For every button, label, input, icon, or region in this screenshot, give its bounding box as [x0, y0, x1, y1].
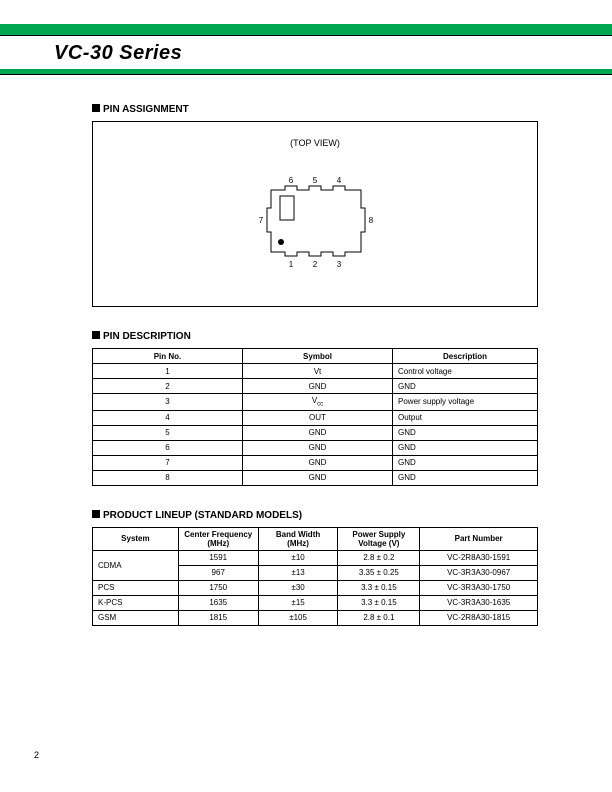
pin-description-table: Pin No. Symbol Description 1VtControl vo…	[92, 348, 538, 486]
th-center-freq: Center Frequency(MHz)	[178, 527, 258, 550]
table-row: 6GNDGND	[93, 440, 538, 455]
vcc-cell: Vcc	[243, 394, 393, 411]
pin-label-8: 8	[369, 216, 374, 225]
pin-label-3: 3	[337, 260, 342, 269]
table-row: GSM 1815 ±105 2.8 ± 0.1 VC-2R8A30-1815	[93, 610, 538, 625]
pin-label-5: 5	[313, 176, 318, 185]
section-product-lineup: PRODUCT LINEUP (STANDARD MODELS)	[92, 510, 538, 521]
table-row: PCS 1750 ±30 3.3 ± 0.15 VC-3R3A30-1750	[93, 580, 538, 595]
pin-label-2: 2	[313, 260, 318, 269]
header-rule-bottom	[0, 74, 612, 75]
table-row: 5GNDGND	[93, 425, 538, 440]
product-lineup-table: System Center Frequency(MHz) Band Width(…	[92, 527, 538, 626]
section-pin-description: PIN DESCRIPTION	[92, 331, 538, 342]
table-row: 8GNDGND	[93, 470, 538, 485]
pin-label-1: 1	[289, 260, 294, 269]
section-pin-assignment: PIN ASSIGNMENT	[92, 104, 538, 115]
pin-assignment-diagram: (TOP VIEW) 6 5 4 1 2 3 7 8	[92, 121, 538, 307]
table-row: K-PCS 1635 ±15 3.3 ± 0.15 VC-3R3A30-1635	[93, 595, 538, 610]
bullet-icon	[92, 331, 100, 339]
th-band-width: Band Width(MHz)	[258, 527, 338, 550]
table-row: 4OUTOutput	[93, 410, 538, 425]
th-symbol: Symbol	[243, 349, 393, 364]
table-row: 2GNDGND	[93, 379, 538, 394]
pin-label-4: 4	[337, 176, 342, 185]
table-row: 7GNDGND	[93, 455, 538, 470]
table-row: 3VccPower supply voltage	[93, 394, 538, 411]
table-row: 1VtControl voltage	[93, 364, 538, 379]
th-part-number: Part Number	[420, 527, 538, 550]
bullet-icon	[92, 510, 100, 518]
content-area: PIN ASSIGNMENT (TOP VIEW) 6 5 4 1 2 3 7 …	[92, 104, 538, 626]
th-system: System	[93, 527, 179, 550]
top-view-label: (TOP VIEW)	[93, 138, 537, 148]
header-band-top	[0, 24, 612, 35]
pin-label-7: 7	[259, 216, 264, 225]
header-rule	[0, 35, 612, 36]
section-label: PIN ASSIGNMENT	[103, 104, 189, 115]
chip-svg: 6 5 4 1 2 3 7 8	[251, 174, 381, 284]
bullet-icon	[92, 104, 100, 112]
section-label: PIN DESCRIPTION	[103, 331, 191, 342]
page-number: 2	[34, 750, 39, 760]
table-row: CDMA 1591 ±10 2.8 ± 0.2 VC-2R8A30-1591	[93, 550, 538, 565]
section-label: PRODUCT LINEUP (STANDARD MODELS)	[103, 510, 302, 521]
page-title: VC-30 Series	[54, 42, 182, 65]
th-description: Description	[393, 349, 538, 364]
th-pin-no: Pin No.	[93, 349, 243, 364]
th-power-supply: Power SupplyVoltage (V)	[338, 527, 420, 550]
pin-label-6: 6	[289, 176, 294, 185]
